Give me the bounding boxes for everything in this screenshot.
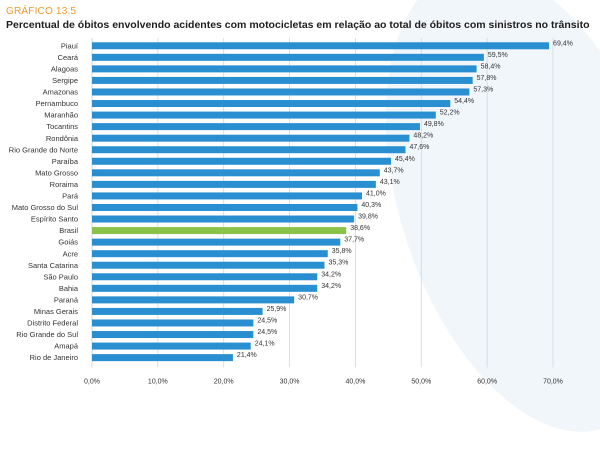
category-label: Paraná	[54, 295, 79, 304]
data-label: 39,8%	[358, 214, 378, 221]
bar	[92, 169, 380, 177]
value-labels: 69,4% 59,5% 58,4% 57,8% 57,3% 54,4% 52,2% 49,8%…	[237, 40, 573, 359]
bar	[92, 88, 470, 96]
category-label: Maranhão	[44, 111, 78, 120]
bar	[92, 157, 391, 165]
category-label: Rio de Janeiro	[30, 353, 78, 362]
bar	[92, 76, 473, 84]
category-label: Rio Grande do Norte	[9, 145, 78, 154]
category-label: São Paulo	[43, 272, 78, 281]
category-label: Pará	[62, 192, 79, 201]
category-label: Mato Grosso do Sul	[12, 203, 79, 212]
data-label: 58,4%	[481, 63, 501, 70]
data-label: 35,8%	[332, 248, 352, 255]
category-label: Sergipe	[52, 76, 78, 85]
category-label: Brasil	[59, 226, 78, 235]
category-label: Alagoas	[51, 64, 78, 73]
data-label: 40,3%	[361, 202, 381, 209]
data-label: 38,6%	[350, 225, 370, 232]
data-label: 43,7%	[384, 167, 404, 174]
category-label: Ceará	[58, 53, 79, 62]
bar	[92, 123, 420, 131]
category-label: Minas Gerais	[34, 307, 78, 316]
category-label: Roraima	[50, 180, 79, 189]
category-label: Acre	[63, 249, 78, 258]
bars	[92, 42, 550, 362]
bar	[92, 354, 233, 362]
data-label: 24,5%	[257, 329, 277, 336]
category-label: Goiás	[58, 238, 78, 247]
figure-label: GRÁFICO 13.5	[6, 6, 77, 17]
x-axis-ticks: 0,0% 10,0% 20,0% 30,0% 40,0% 50,0% 60,0% 70,0%	[84, 378, 563, 385]
data-label: 34,2%	[321, 271, 341, 278]
category-label: Amapá	[54, 342, 79, 351]
category-label: Amazonas	[43, 88, 79, 97]
bar	[92, 146, 406, 154]
bar-chart: Piauí Ceará Alagoas Sergipe Amazonas Pernambu…	[9, 38, 573, 385]
bar	[92, 296, 295, 304]
data-label: 24,1%	[255, 341, 275, 348]
category-label: Distrito Federal	[27, 319, 78, 328]
bar	[92, 331, 254, 339]
bar	[92, 180, 376, 188]
bar	[92, 284, 318, 292]
bar	[92, 65, 477, 73]
data-label: 25,9%	[267, 306, 287, 313]
data-label: 30,7%	[298, 294, 318, 301]
category-label: Paraíba	[52, 157, 79, 166]
category-label: Pernambuco	[35, 99, 78, 108]
bar	[92, 250, 328, 258]
bar	[92, 307, 263, 315]
data-label: 41,0%	[366, 190, 386, 197]
category-label: Santa Catarina	[28, 261, 79, 270]
category-label: Rondônia	[46, 134, 79, 143]
data-label: 57,8%	[477, 75, 497, 82]
data-label: 49,8%	[424, 121, 444, 128]
data-label: 35,3%	[328, 260, 348, 267]
category-label: Piauí	[61, 41, 79, 50]
bar	[92, 227, 347, 235]
bar	[92, 111, 436, 119]
category-label: Mato Grosso	[35, 168, 78, 177]
x-tick-label: 0,0%	[84, 378, 100, 385]
data-label: 69,4%	[553, 40, 573, 47]
x-tick-label: 50,0%	[411, 378, 431, 385]
bar	[92, 273, 318, 281]
data-label: 57,3%	[473, 86, 493, 93]
bar	[92, 100, 451, 108]
data-label: 34,2%	[321, 283, 341, 290]
data-label: 45,4%	[395, 156, 415, 163]
data-label: 52,2%	[440, 110, 460, 117]
data-label: 43,1%	[380, 179, 400, 186]
chart-title: Percentual de óbitos envolvendo acidente…	[6, 19, 590, 31]
bar	[92, 53, 484, 61]
data-label: 48,2%	[413, 133, 433, 140]
category-label: Bahia	[59, 284, 79, 293]
category-label: Tocantins	[46, 122, 78, 131]
data-label: 24,5%	[257, 317, 277, 324]
data-label: 21,4%	[237, 352, 257, 359]
bar	[92, 203, 358, 211]
bar	[92, 261, 325, 269]
x-tick-label: 60,0%	[477, 378, 497, 385]
x-tick-label: 30,0%	[280, 378, 300, 385]
bar	[92, 342, 251, 350]
data-label: 47,6%	[409, 144, 429, 151]
data-label: 37,7%	[344, 237, 364, 244]
data-label: 59,5%	[488, 52, 508, 59]
category-label: Espírito Santo	[31, 215, 78, 224]
bar	[92, 42, 550, 50]
bar	[92, 215, 355, 223]
bar	[92, 319, 254, 327]
bar	[92, 192, 363, 200]
data-label: 54,4%	[454, 98, 474, 105]
category-labels: Piauí Ceará Alagoas Sergipe Amazonas Pernambu…	[9, 41, 79, 362]
x-tick-label: 20,0%	[214, 378, 234, 385]
x-tick-label: 40,0%	[345, 378, 365, 385]
bar	[92, 134, 410, 142]
x-tick-label: 10,0%	[148, 378, 168, 385]
category-label: Rio Grande do Sul	[16, 330, 78, 339]
bar	[92, 238, 341, 246]
x-tick-label: 70,0%	[543, 378, 563, 385]
